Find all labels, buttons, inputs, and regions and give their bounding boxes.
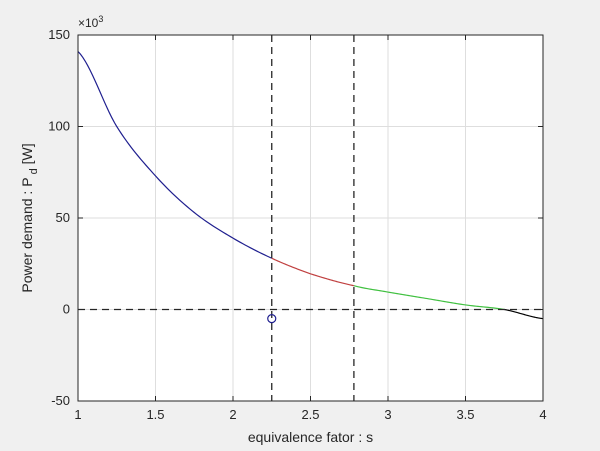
y-axis-label-subscript: d bbox=[28, 168, 40, 177]
y-tick-label: 0 bbox=[63, 302, 70, 317]
curve-segment-1 bbox=[77, 51, 273, 259]
x-tick-label: 2 bbox=[229, 407, 236, 422]
curve-segment-2 bbox=[271, 257, 355, 287]
x-tick-label: 1 bbox=[74, 407, 81, 422]
circle-marker bbox=[267, 314, 277, 324]
x-tick-label: 4 bbox=[539, 407, 546, 422]
x-tick-label: 3 bbox=[384, 407, 391, 422]
y-axis-label: Power demand : P d [W] bbox=[19, 143, 40, 292]
curve-segment-3 bbox=[353, 285, 505, 311]
y-tick-label: -50 bbox=[51, 393, 70, 408]
y-axis-label-main: Power demand : P bbox=[19, 177, 35, 292]
y-tick-label: 100 bbox=[48, 119, 70, 134]
y-exponent-label: ×103 bbox=[78, 14, 103, 30]
y-axis-label-unit: [W] bbox=[19, 143, 35, 168]
x-tick-label: 3.5 bbox=[456, 407, 474, 422]
y-tick-label: 50 bbox=[56, 210, 70, 225]
y-tick-label: 150 bbox=[48, 27, 70, 42]
curve-segment-4 bbox=[504, 308, 544, 320]
x-tick-label: 1.5 bbox=[146, 407, 164, 422]
x-axis-label: equivalence fator : s bbox=[248, 429, 373, 445]
x-tick-label: 2.5 bbox=[301, 407, 319, 422]
y-exponent-power: 3 bbox=[98, 14, 103, 24]
